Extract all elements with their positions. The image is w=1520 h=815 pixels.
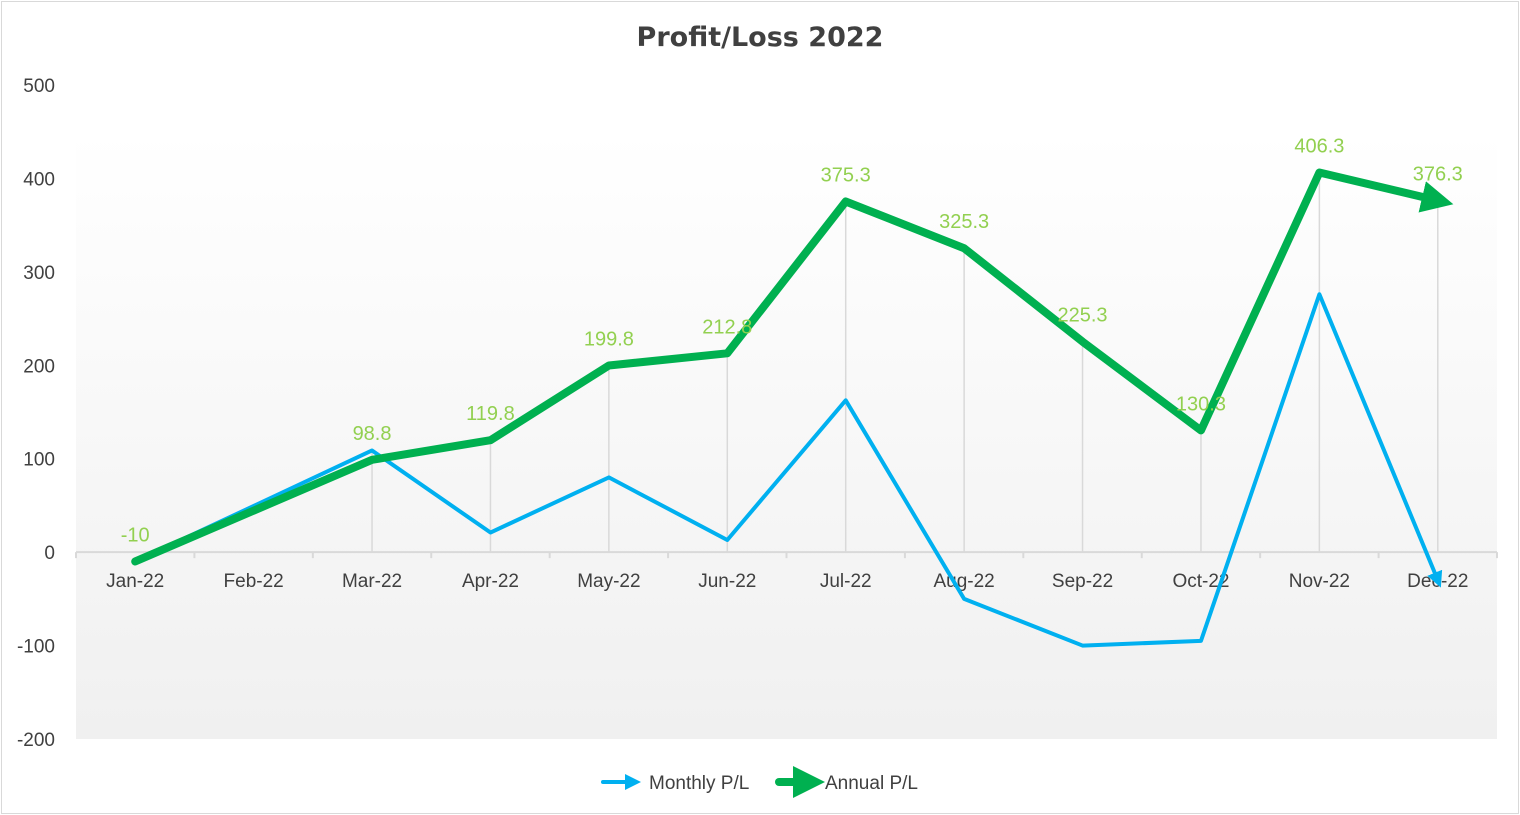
data-point xyxy=(963,247,966,250)
x-tick-label: May-22 xyxy=(577,571,640,592)
y-tick-label: -200 xyxy=(17,730,55,751)
y-tick-label: 0 xyxy=(44,543,55,564)
data-point xyxy=(1081,644,1084,647)
data-point xyxy=(371,449,374,452)
y-tick-label: 200 xyxy=(23,356,55,377)
y-tick-label: 400 xyxy=(23,169,55,190)
data-point xyxy=(371,458,374,461)
x-tick-label: Jul-22 xyxy=(820,571,872,592)
data-label: 212.8 xyxy=(702,316,752,338)
data-label: 376.3 xyxy=(1413,164,1463,186)
data-label: 199.8 xyxy=(584,328,634,350)
data-point xyxy=(726,538,729,541)
chart-title: Profit/Loss 2022 xyxy=(636,22,884,53)
x-tick-label: Jan-22 xyxy=(106,571,164,592)
x-tick-label: Jun-22 xyxy=(698,571,756,592)
data-point xyxy=(489,531,492,534)
y-tick-label: 300 xyxy=(23,263,55,284)
data-label: 375.3 xyxy=(821,165,871,187)
x-tick-label: Nov-22 xyxy=(1289,571,1350,592)
x-tick-label: Sep-22 xyxy=(1052,571,1113,592)
data-point xyxy=(607,476,610,479)
data-label: -10 xyxy=(121,524,150,546)
data-point xyxy=(844,200,847,203)
data-point xyxy=(963,597,966,600)
x-tick-label: Aug-22 xyxy=(933,571,994,592)
data-point xyxy=(726,352,729,355)
data-label: 406.3 xyxy=(1294,136,1344,158)
legend-label: Annual P/L xyxy=(825,773,918,794)
data-label: 325.3 xyxy=(939,211,989,233)
legend-label: Monthly P/L xyxy=(649,773,749,794)
data-label: 98.8 xyxy=(353,423,392,445)
y-tick-label: 500 xyxy=(23,76,55,97)
data-point xyxy=(1081,340,1084,343)
x-tick-label: Apr-22 xyxy=(462,571,519,592)
data-point xyxy=(134,560,137,563)
data-point xyxy=(844,399,847,402)
data-label: 225.3 xyxy=(1058,305,1108,327)
data-point xyxy=(607,364,610,367)
x-tick-label: Oct-22 xyxy=(1172,571,1229,592)
data-point xyxy=(1436,579,1439,582)
data-point xyxy=(489,439,492,442)
x-tick-label: Feb-22 xyxy=(224,571,284,592)
data-label: 130.3 xyxy=(1176,393,1226,415)
data-point xyxy=(1199,639,1202,642)
plot-area xyxy=(76,131,1497,739)
data-point xyxy=(1199,429,1202,432)
y-tick-label: 100 xyxy=(23,450,55,471)
y-tick-label: -100 xyxy=(17,637,55,658)
data-point xyxy=(1436,199,1439,202)
data-point xyxy=(1318,171,1321,174)
data-point xyxy=(1318,293,1321,296)
x-tick-label: Mar-22 xyxy=(342,571,402,592)
data-label: 119.8 xyxy=(466,403,515,425)
